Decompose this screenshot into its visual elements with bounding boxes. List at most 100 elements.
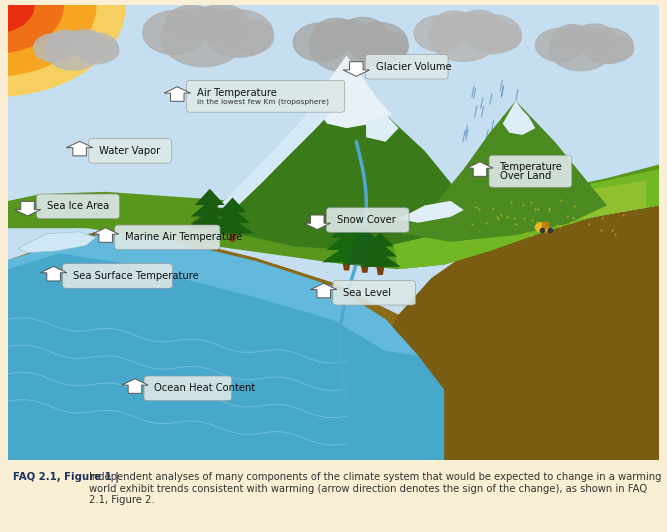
- Text: Air Temperature: Air Temperature: [197, 88, 277, 98]
- Polygon shape: [310, 283, 337, 298]
- Polygon shape: [451, 207, 510, 214]
- Circle shape: [161, 7, 245, 66]
- Circle shape: [466, 15, 521, 54]
- Circle shape: [414, 15, 466, 51]
- FancyBboxPatch shape: [63, 264, 172, 288]
- Polygon shape: [379, 205, 659, 460]
- Circle shape: [348, 22, 408, 64]
- Text: Sea Surface Temperature: Sea Surface Temperature: [73, 271, 199, 281]
- Polygon shape: [364, 242, 397, 256]
- Circle shape: [45, 31, 101, 70]
- Circle shape: [313, 18, 359, 50]
- Polygon shape: [8, 223, 464, 460]
- Polygon shape: [350, 227, 379, 242]
- FancyBboxPatch shape: [489, 155, 572, 187]
- Circle shape: [165, 5, 217, 41]
- Circle shape: [338, 18, 387, 51]
- Polygon shape: [326, 233, 367, 250]
- Circle shape: [49, 30, 83, 54]
- FancyBboxPatch shape: [144, 376, 231, 401]
- Polygon shape: [503, 101, 536, 135]
- Text: Sea Level: Sea Level: [344, 288, 392, 298]
- FancyBboxPatch shape: [89, 139, 171, 163]
- Polygon shape: [206, 228, 213, 236]
- Polygon shape: [190, 55, 347, 223]
- Circle shape: [596, 36, 634, 62]
- Polygon shape: [342, 249, 387, 264]
- Polygon shape: [14, 202, 41, 216]
- Text: Temperature: Temperature: [500, 162, 562, 172]
- FancyBboxPatch shape: [37, 194, 119, 219]
- Circle shape: [429, 13, 498, 61]
- Text: Glacier Volume: Glacier Volume: [376, 62, 452, 72]
- Circle shape: [224, 20, 273, 54]
- Polygon shape: [304, 215, 331, 230]
- Polygon shape: [346, 238, 383, 253]
- Circle shape: [536, 223, 548, 232]
- FancyBboxPatch shape: [326, 207, 409, 232]
- Circle shape: [0, 0, 34, 32]
- Polygon shape: [314, 55, 392, 128]
- Polygon shape: [40, 267, 67, 281]
- Polygon shape: [190, 55, 477, 251]
- Polygon shape: [8, 5, 659, 460]
- Text: FAQ 2.1, Figure 1 |: FAQ 2.1, Figure 1 |: [13, 472, 123, 483]
- Text: Snow Cover: Snow Cover: [337, 215, 396, 225]
- Polygon shape: [92, 228, 119, 242]
- Polygon shape: [467, 162, 494, 176]
- Circle shape: [433, 11, 476, 41]
- FancyBboxPatch shape: [333, 280, 416, 305]
- Polygon shape: [215, 208, 250, 223]
- Text: Water Vapor: Water Vapor: [99, 146, 160, 156]
- Polygon shape: [121, 379, 148, 393]
- Polygon shape: [8, 228, 444, 460]
- Text: Ocean Heat Content: Ocean Heat Content: [155, 384, 255, 393]
- Polygon shape: [331, 221, 362, 238]
- Polygon shape: [399, 201, 464, 223]
- Polygon shape: [8, 228, 418, 355]
- Circle shape: [75, 33, 118, 64]
- Polygon shape: [386, 169, 659, 269]
- Circle shape: [34, 34, 75, 62]
- Circle shape: [309, 20, 384, 72]
- Polygon shape: [229, 234, 237, 242]
- Text: Over Land: Over Land: [500, 171, 551, 181]
- Circle shape: [205, 10, 273, 57]
- Circle shape: [0, 0, 125, 96]
- Polygon shape: [18, 232, 96, 253]
- Text: Marine Air Temperature: Marine Air Temperature: [125, 232, 242, 242]
- Circle shape: [87, 39, 119, 62]
- Circle shape: [481, 23, 522, 51]
- Text: Sea Ice Area: Sea Ice Area: [47, 202, 109, 211]
- Polygon shape: [322, 245, 371, 262]
- Polygon shape: [191, 201, 229, 217]
- Circle shape: [456, 10, 501, 41]
- Circle shape: [194, 4, 249, 43]
- Polygon shape: [164, 87, 191, 101]
- Circle shape: [549, 27, 612, 71]
- Polygon shape: [216, 105, 334, 207]
- Polygon shape: [368, 232, 394, 246]
- Polygon shape: [366, 114, 399, 142]
- Circle shape: [143, 11, 205, 54]
- Circle shape: [365, 31, 408, 62]
- Circle shape: [0, 0, 63, 53]
- Circle shape: [582, 28, 633, 63]
- Polygon shape: [211, 219, 254, 234]
- Circle shape: [574, 24, 615, 53]
- Polygon shape: [376, 267, 384, 275]
- Polygon shape: [66, 142, 93, 156]
- Polygon shape: [451, 180, 646, 242]
- Polygon shape: [361, 264, 369, 273]
- Polygon shape: [399, 101, 607, 242]
- Polygon shape: [343, 62, 370, 76]
- FancyBboxPatch shape: [115, 225, 220, 250]
- Polygon shape: [360, 253, 401, 267]
- Circle shape: [536, 29, 582, 62]
- FancyBboxPatch shape: [366, 54, 448, 79]
- Polygon shape: [8, 164, 659, 269]
- Circle shape: [67, 29, 103, 54]
- Polygon shape: [187, 212, 233, 228]
- Polygon shape: [343, 262, 350, 270]
- Text: Independent analyses of many components of the climate system that would be expe: Independent analyses of many components …: [89, 472, 662, 505]
